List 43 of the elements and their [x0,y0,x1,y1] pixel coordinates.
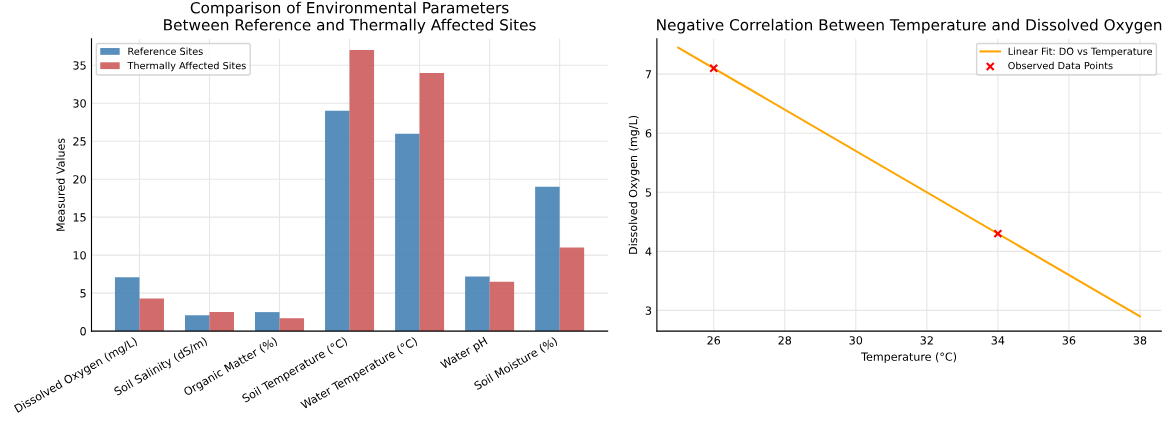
x-axis-title: Temperature (°C) [861,352,957,364]
y-tick-label: 0 [80,327,86,336]
x-tick-label: 32 [920,336,933,345]
y-tick-label: 25 [73,137,86,146]
y-tick-label: 20 [73,175,86,184]
bar [559,247,585,332]
bar [114,277,140,332]
y-tick-label: 5 [80,289,86,298]
chart-title: Comparison of Environmental Parameters Between Reference and Thermally Affected Sites [164,1,536,34]
bar [209,312,234,332]
y-tick-label: 10 [73,251,86,260]
bar [489,281,515,332]
y-tick-label: 15 [73,213,86,222]
bar [139,298,164,332]
bar [349,50,375,332]
x-tick-label: 34 [991,336,1005,345]
chart-title: Negative Correlation Between Temperature and Dissolved Oxygen [657,18,1162,34]
legend-label: Reference Sites [128,47,203,55]
y-tick-label: 3 [645,306,652,315]
legend-label: Linear Fit: DO vs Temperature [1008,47,1152,57]
bar [535,186,560,332]
y-axis-title: Dissolved Oxygen (mg/L) [628,115,640,254]
legend-label: Observed Data Points [1008,61,1113,70]
bar [325,110,350,332]
x-tick-label: 26 [707,336,721,345]
bar [255,312,280,332]
y-axis-title: Measured Values [56,138,65,231]
bar [279,318,305,332]
bar [395,133,420,332]
y-tick-label: 4 [645,247,652,256]
y-tick-label: 35 [73,61,86,70]
y-tick-label: 5 [645,188,652,197]
y-tick-label: 6 [645,129,652,138]
y-tick-label: 30 [73,99,86,108]
x-tick-label: 30 [849,336,863,345]
bar [465,276,490,332]
x-tick-label: 28 [778,336,792,345]
legend-label: Thermally Affected Sites [127,61,246,72]
x-tick-label: 36 [1062,336,1076,345]
x-tick-label: 38 [1133,336,1147,345]
bar [419,72,445,332]
y-tick-label: 7 [645,70,652,79]
bar [184,315,210,332]
